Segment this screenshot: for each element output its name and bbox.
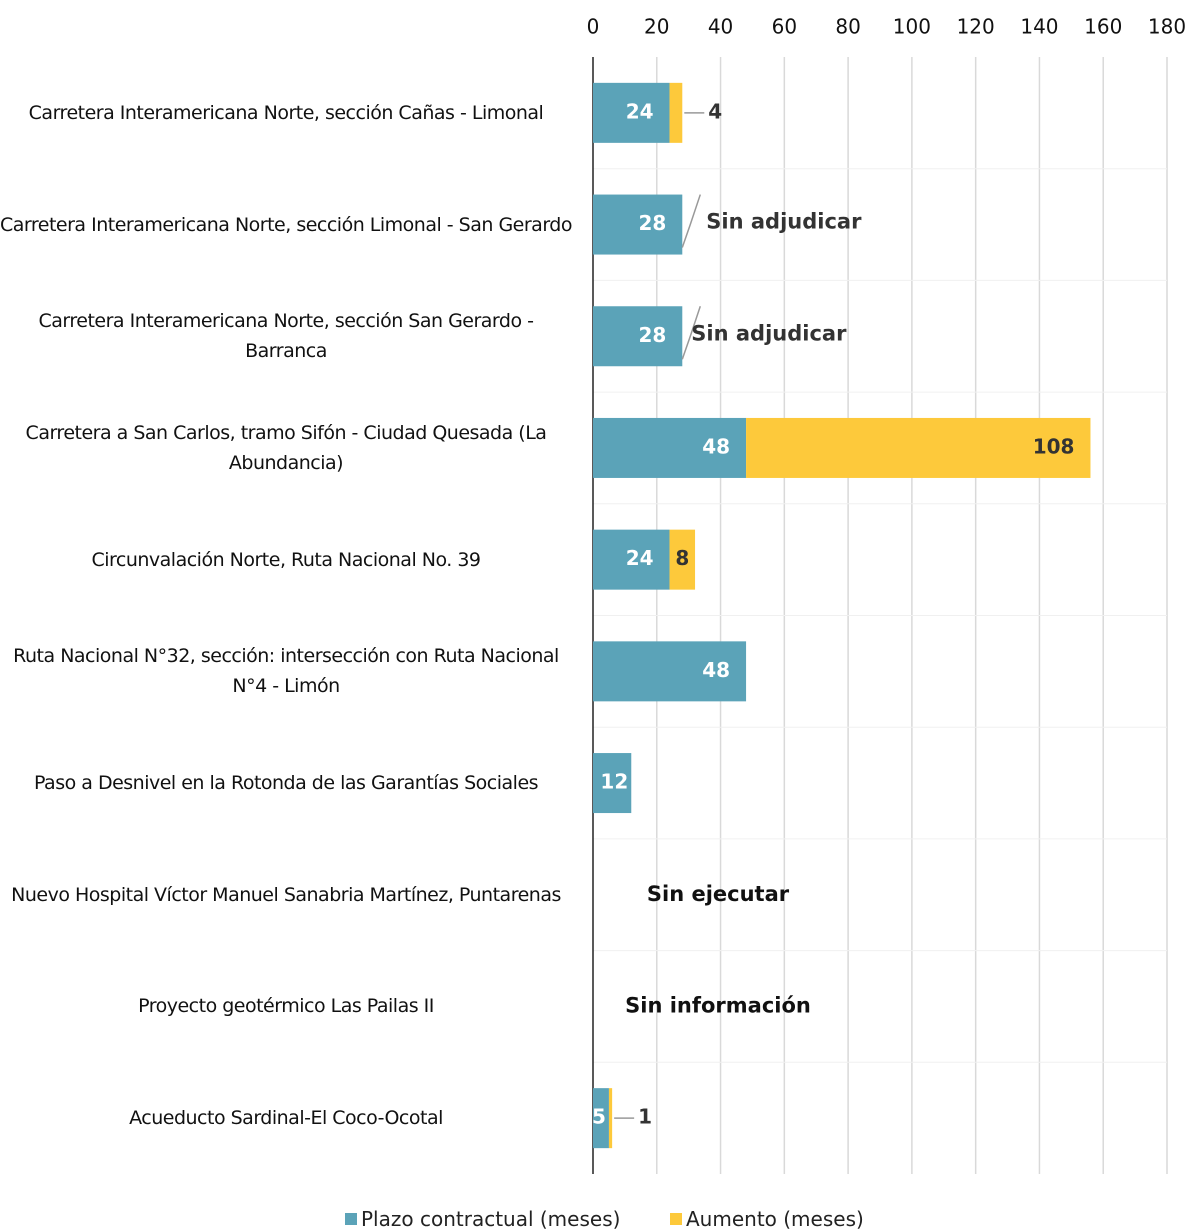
- legend-swatch: [345, 1213, 357, 1225]
- leader-line: [681, 306, 702, 360]
- category-label: Paso a Desnivel en la Rotonda de las Gar…: [33, 772, 539, 795]
- bar-segment: [593, 417, 747, 478]
- bar-segment: [669, 529, 696, 590]
- value-label: 12: [600, 770, 628, 794]
- legend-swatch: [670, 1213, 682, 1225]
- legend-label: Aumento (meses): [686, 1207, 864, 1231]
- note: Sin adjudicar: [706, 210, 862, 234]
- bar-segment: [593, 753, 632, 814]
- value-label: 4: [708, 99, 722, 123]
- note: Sin ejecutar: [647, 882, 790, 906]
- category-label: Nuevo Hospital Víctor Manuel Sanabria Ma…: [11, 883, 561, 906]
- legend-item: Plazo contractual (meses): [345, 1207, 620, 1231]
- value-label: 8: [675, 546, 689, 570]
- value-label: 48: [702, 434, 730, 458]
- value-label: 28: [638, 323, 666, 347]
- value-label: 1: [638, 1105, 652, 1129]
- category-label: Carretera Interamericana Norte, sección …: [38, 310, 535, 363]
- bar-segment: [593, 529, 670, 590]
- category-label: Carretera a San Carlos, tramo Sifón - Ci…: [25, 421, 547, 474]
- bar-segment: [669, 82, 683, 143]
- x-tick-label: 180: [1148, 15, 1186, 39]
- category-label: Acueducto Sardinal-El Coco-Ocotal: [129, 1107, 443, 1130]
- bar-segment: [593, 82, 670, 143]
- x-tick-label: 100: [893, 15, 931, 39]
- value-label: 28: [638, 211, 666, 235]
- legend-label: Plazo contractual (meses): [361, 1207, 621, 1231]
- value-label: 5: [592, 1105, 606, 1129]
- bar-segment: [746, 417, 1091, 478]
- leader-line: [681, 194, 702, 248]
- value-label: 108: [1033, 434, 1075, 458]
- bar-segment: [593, 1088, 609, 1149]
- x-tick-label: 140: [1020, 15, 1058, 39]
- x-tick-label: 40: [708, 15, 733, 39]
- value-label: 24: [626, 99, 654, 123]
- category-label: Proyecto geotérmico Las Pailas II: [138, 995, 434, 1018]
- category-label: Carretera Interamericana Norte, sección …: [28, 101, 544, 124]
- x-tick-label: 20: [644, 15, 669, 39]
- x-tick-label: 60: [772, 15, 797, 39]
- bar-segment: [593, 194, 683, 255]
- value-label: 24: [626, 546, 654, 570]
- note: Sin adjudicar: [691, 321, 847, 345]
- legend-item: Aumento (meses): [670, 1207, 864, 1231]
- category-label: Circunvalación Norte, Ruta Nacional No. …: [91, 548, 481, 571]
- x-tick-label: 160: [1084, 15, 1122, 39]
- bar-segment: [608, 1088, 613, 1149]
- bar-segment: [593, 641, 747, 702]
- x-tick-label: 80: [835, 15, 860, 39]
- category-label: Ruta Nacional N°32, sección: intersecció…: [13, 645, 559, 698]
- x-tick-label: 0: [587, 15, 600, 39]
- note: Sin información: [625, 993, 811, 1017]
- value-label: 48: [702, 658, 730, 682]
- category-label: Carretera Interamericana Norte, sección …: [0, 213, 573, 236]
- bar-segment: [593, 306, 683, 367]
- x-tick-label: 120: [957, 15, 995, 39]
